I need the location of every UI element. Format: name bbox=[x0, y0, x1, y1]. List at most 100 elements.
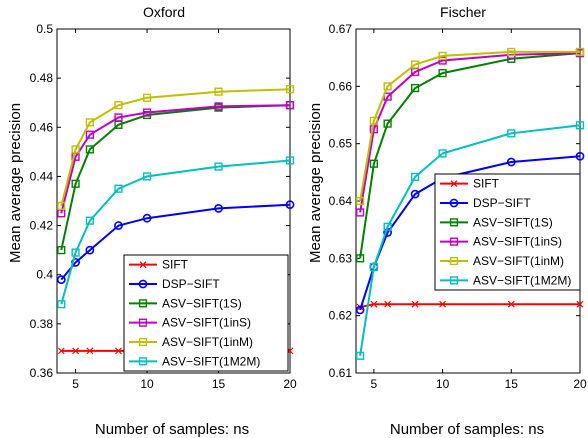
data-point bbox=[56, 275, 66, 285]
legend-label: ASV−SIFT(1inS) bbox=[473, 235, 562, 249]
legend-item: ASV−SIFT(1M2M) bbox=[129, 354, 260, 368]
data-point bbox=[438, 69, 447, 78]
fischer-plot-area: 0.61 0.62 0.63 0.64 0.65 0.66 0.67 5 10 15 20 SIFT D… bbox=[329, 22, 587, 391]
data-point bbox=[214, 203, 223, 213]
data-point bbox=[383, 82, 392, 91]
data-point-stroke bbox=[86, 347, 94, 355]
data-point bbox=[71, 248, 80, 257]
legend-marker bbox=[138, 337, 148, 347]
legend-marker bbox=[139, 261, 147, 269]
y-tick-label: 0.61 bbox=[329, 366, 353, 380]
data-point bbox=[575, 47, 585, 57]
legend-box bbox=[434, 173, 581, 291]
legend-item: ASV−SIFT(1S) bbox=[440, 215, 553, 229]
data-point bbox=[410, 60, 420, 69]
y-tick-label: 0.38 bbox=[30, 317, 54, 331]
data-point bbox=[57, 246, 66, 255]
data-point bbox=[114, 221, 123, 230]
y-tick-label: 0.36 bbox=[30, 366, 54, 380]
data-point bbox=[142, 93, 152, 102]
legend-label: ASV−SIFT(1inS) bbox=[162, 316, 251, 330]
legend-marker bbox=[138, 279, 148, 289]
legend-label: ASV−SIFT(1M2M) bbox=[162, 354, 260, 368]
y-tick-label: 0.5 bbox=[36, 22, 53, 36]
data-point-stroke bbox=[370, 300, 378, 308]
series-asv-sift-1m2m- bbox=[57, 156, 295, 309]
series-line bbox=[359, 124, 581, 356]
oxford-xlabel: Number of samples: ns bbox=[95, 421, 249, 438]
data-point-stroke bbox=[411, 300, 419, 308]
legend-box bbox=[123, 254, 289, 372]
legend-item: ASV−SIFT(1S) bbox=[129, 296, 242, 310]
series-dsp-sift bbox=[56, 200, 295, 285]
data-point bbox=[355, 305, 365, 315]
legend-item: DSP−SIFT bbox=[129, 277, 220, 291]
legend-marker bbox=[449, 237, 459, 246]
legend-item: SIFT bbox=[440, 177, 500, 191]
oxford-ylabel: Mean average precision bbox=[7, 103, 24, 263]
legend-label: ASV−SIFT(1S) bbox=[162, 296, 242, 310]
y-tick-label: 0.65 bbox=[329, 137, 353, 151]
series-asv-sift-1inm- bbox=[57, 85, 295, 211]
data-point bbox=[369, 116, 378, 125]
legend-label: ASV−SIFT(1S) bbox=[473, 215, 553, 229]
legend-marker bbox=[138, 357, 148, 366]
data-point bbox=[115, 347, 122, 355]
data-point bbox=[507, 47, 516, 57]
legend-label: SIFT bbox=[473, 177, 500, 191]
data-point bbox=[576, 300, 584, 308]
data-point bbox=[285, 85, 295, 94]
data-point-stroke bbox=[507, 300, 515, 308]
data-point bbox=[384, 300, 392, 308]
series-line bbox=[60, 159, 291, 305]
data-point bbox=[507, 129, 516, 138]
data-point bbox=[114, 113, 123, 122]
data-point bbox=[86, 347, 94, 355]
data-point bbox=[142, 108, 152, 117]
y-tick-label: 0.66 bbox=[329, 79, 353, 93]
data-point bbox=[85, 145, 94, 154]
legend-marker bbox=[449, 198, 459, 208]
legend-marker bbox=[138, 318, 148, 327]
series-line bbox=[60, 104, 291, 251]
legend-item: ASV−SIFT(1inM) bbox=[129, 335, 253, 349]
legend-marker bbox=[449, 218, 459, 227]
series-asv-sift-1m2m- bbox=[356, 121, 585, 360]
data-point bbox=[72, 347, 80, 355]
legend-marker bbox=[450, 180, 458, 188]
data-point bbox=[57, 201, 66, 211]
data-point bbox=[285, 101, 295, 110]
data-point-stroke bbox=[115, 347, 122, 355]
data-point bbox=[356, 254, 365, 263]
y-tick-label: 0.44 bbox=[30, 169, 54, 183]
legend-item: ASV−SIFT(1inS) bbox=[440, 235, 562, 249]
data-point bbox=[214, 162, 223, 171]
x-tick-label: 10 bbox=[140, 377, 154, 391]
series-line bbox=[60, 88, 291, 207]
x-tick-label: 5 bbox=[371, 377, 378, 391]
legend-marker-stroke bbox=[139, 261, 147, 269]
data-point bbox=[370, 300, 378, 308]
data-point bbox=[71, 145, 80, 154]
data-point bbox=[575, 121, 585, 130]
legend-marker bbox=[449, 256, 459, 266]
x-tick-label: 15 bbox=[505, 377, 519, 391]
series-sift bbox=[356, 300, 584, 311]
y-tick-label: 0.4 bbox=[36, 268, 53, 282]
data-point bbox=[356, 196, 365, 206]
y-tick-label: 0.67 bbox=[329, 22, 353, 36]
series-line bbox=[359, 50, 580, 202]
x-tick-label: 20 bbox=[573, 377, 587, 391]
data-point bbox=[57, 347, 65, 355]
data-point bbox=[383, 119, 392, 128]
data-point bbox=[85, 216, 94, 225]
data-point bbox=[114, 101, 123, 110]
data-point bbox=[369, 262, 378, 272]
data-point bbox=[71, 179, 80, 188]
legend-item: DSP−SIFT bbox=[440, 196, 531, 210]
data-point bbox=[142, 213, 152, 223]
legend-marker bbox=[138, 299, 148, 308]
legend-label: DSP−SIFT bbox=[162, 277, 220, 291]
y-tick-label: 0.42 bbox=[30, 219, 54, 233]
